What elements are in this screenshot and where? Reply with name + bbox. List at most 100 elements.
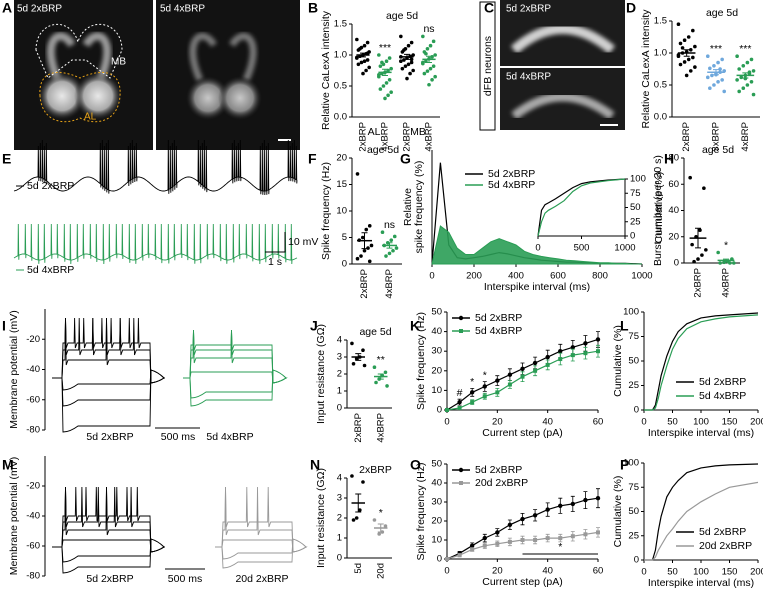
data-point bbox=[405, 76, 409, 81]
panel-label: M bbox=[2, 457, 14, 473]
y-axis-label: Burst number (per 30 s) bbox=[652, 155, 664, 266]
y-tick-label: 5 bbox=[342, 232, 347, 243]
marker bbox=[545, 536, 550, 541]
significance: ** bbox=[377, 354, 385, 366]
marker bbox=[445, 408, 449, 412]
y-tick-label: -20 bbox=[26, 481, 40, 492]
x-tick-label: 50 bbox=[667, 417, 678, 428]
data-point bbox=[722, 89, 727, 94]
voltage-trace bbox=[52, 317, 165, 384]
y-tick-label: 0 bbox=[437, 405, 442, 416]
marker bbox=[570, 345, 576, 350]
data-point bbox=[431, 64, 436, 68]
y-tick-label: 0 bbox=[634, 555, 639, 566]
data-point bbox=[425, 69, 430, 73]
neuron-arc bbox=[510, 24, 616, 54]
marker bbox=[532, 360, 538, 366]
data-point bbox=[739, 75, 744, 80]
x-axis-label: Current step (pA) bbox=[482, 427, 563, 439]
data-point bbox=[359, 60, 364, 65]
data-point bbox=[720, 57, 724, 62]
legend-label: 20d 2xBRP bbox=[699, 540, 752, 552]
legend-marker bbox=[458, 467, 464, 473]
data-point bbox=[354, 516, 359, 520]
legend-label: 5d 2xBRP bbox=[27, 180, 74, 192]
marker bbox=[482, 535, 487, 541]
data-point bbox=[409, 57, 414, 62]
data-point bbox=[367, 65, 371, 70]
significance: ns bbox=[423, 23, 434, 35]
data-point bbox=[387, 78, 392, 82]
significance: * bbox=[483, 369, 487, 381]
data-point bbox=[409, 40, 414, 45]
y-tick-label: 40 bbox=[668, 205, 679, 216]
line bbox=[537, 178, 626, 237]
trace-label: 5d 4xBRP bbox=[206, 431, 253, 443]
legend-label: 5d 4xBRP bbox=[699, 390, 746, 402]
data-point bbox=[361, 348, 365, 353]
data-point bbox=[688, 48, 693, 52]
data-point bbox=[383, 96, 387, 101]
data-point bbox=[384, 81, 389, 85]
y-tick-label: 2 bbox=[337, 369, 342, 380]
data-point bbox=[355, 55, 359, 60]
data-point bbox=[433, 53, 437, 57]
x-tick-label: 150 bbox=[722, 417, 738, 428]
voltage-trace bbox=[183, 369, 288, 399]
data-point bbox=[354, 356, 359, 361]
data-point bbox=[696, 257, 700, 261]
data-point bbox=[421, 34, 425, 39]
voltage-trace bbox=[52, 539, 165, 553]
marker bbox=[495, 378, 500, 383]
marker bbox=[558, 503, 563, 508]
data-point bbox=[406, 43, 411, 48]
x-tick-label: 4xBRP bbox=[740, 122, 751, 152]
data-point bbox=[741, 64, 746, 68]
data-point bbox=[720, 78, 724, 82]
voltage-trace bbox=[52, 317, 165, 384]
error-bar bbox=[713, 69, 719, 76]
marker bbox=[583, 497, 588, 503]
data-point bbox=[737, 89, 741, 94]
data-point bbox=[702, 186, 706, 190]
y-tick-label: 50 bbox=[431, 459, 442, 470]
legend-label: 5d 4xBRP bbox=[27, 264, 74, 276]
data-point bbox=[360, 235, 365, 240]
y-tick-label: 4 bbox=[337, 473, 342, 484]
data-point bbox=[385, 384, 389, 388]
legend-label: 5d 2xBRP bbox=[699, 526, 746, 538]
y-tick-label: 0 bbox=[674, 258, 679, 269]
y-tick-label: 75 bbox=[628, 331, 639, 342]
x-tick-label: 100 bbox=[693, 417, 709, 428]
data-point bbox=[718, 67, 722, 71]
data-point bbox=[358, 47, 362, 51]
y-tick-label: 75 bbox=[628, 482, 639, 493]
x-tick-label: 40 bbox=[542, 566, 553, 577]
data-point bbox=[387, 251, 392, 256]
x-tick-label: 4xBRP bbox=[424, 122, 435, 152]
data-point bbox=[682, 38, 687, 42]
x-tick-label: 200 bbox=[750, 417, 763, 428]
y-tick-label: 3 bbox=[337, 493, 342, 504]
marker bbox=[482, 384, 487, 389]
panel-label: I bbox=[2, 318, 6, 334]
voltage-trace bbox=[183, 371, 288, 384]
voltage-trace bbox=[52, 486, 165, 553]
x-tick-label: 1000 bbox=[614, 243, 635, 254]
error-bar bbox=[355, 353, 362, 361]
error-bar bbox=[695, 227, 701, 249]
marker bbox=[507, 372, 513, 377]
panel-label: A bbox=[2, 0, 12, 16]
data-point bbox=[374, 380, 378, 385]
marker bbox=[596, 349, 600, 354]
y-tick-label: 100 bbox=[623, 307, 639, 318]
marker bbox=[558, 357, 563, 362]
legend-label: 5d 2xBRP bbox=[475, 464, 522, 476]
marker bbox=[482, 543, 487, 548]
data-point bbox=[712, 83, 716, 87]
data-point bbox=[427, 82, 431, 87]
chart-title: age 5d bbox=[702, 144, 734, 156]
data-point bbox=[350, 341, 354, 346]
data-point bbox=[387, 56, 392, 60]
panel-label: B bbox=[308, 0, 318, 16]
